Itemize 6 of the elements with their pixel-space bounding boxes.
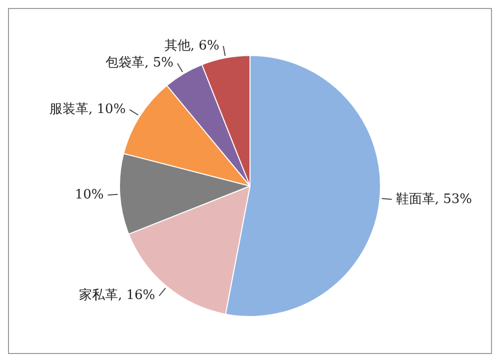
slice-label: 服装革, 10%	[50, 102, 126, 118]
data-label: 10%	[74, 187, 104, 202]
slice-label: 其他, 6%	[164, 38, 220, 54]
slice-label: 包袋革, 5%	[106, 56, 174, 71]
slice-label: 鞋面革, 53%	[396, 192, 472, 207]
slice-label: 家私革, 16%	[78, 287, 156, 304]
